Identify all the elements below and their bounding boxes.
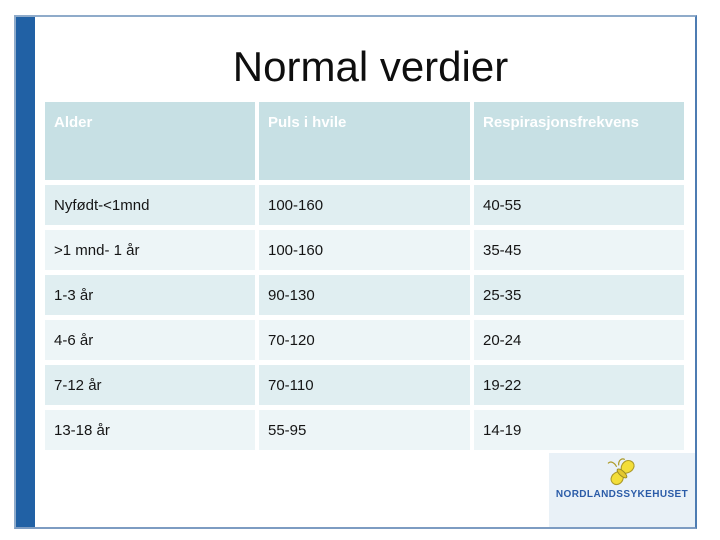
table-cell: 40-55 — [474, 185, 684, 225]
table-header-puls: Puls i hvile — [259, 102, 470, 180]
butterfly-icon — [607, 458, 635, 486]
table-cell: 19-22 — [474, 365, 684, 405]
table-cell: 13-18 år — [45, 410, 255, 450]
table-cell: 25-35 — [474, 275, 684, 315]
table-header-respirasjon: Respirasjonsfrekvens — [474, 102, 684, 180]
table-cell: 7-12 år — [45, 365, 255, 405]
table-cell: 70-120 — [259, 320, 470, 360]
table-cell: 20-24 — [474, 320, 684, 360]
table-cell: 100-160 — [259, 230, 470, 270]
table-cell: 14-19 — [474, 410, 684, 450]
values-table: Alder Puls i hvile Respirasjonsfrekvens … — [45, 102, 684, 450]
table-cell: 4-6 år — [45, 320, 255, 360]
table-cell: 55-95 — [259, 410, 470, 450]
left-accent-bar — [16, 17, 35, 527]
logo-text: NORDLANDSSYKEHUSET — [555, 489, 689, 500]
table-cell: >1 mnd- 1 år — [45, 230, 255, 270]
table-cell: Nyfødt-<1mnd — [45, 185, 255, 225]
table-cell: 35-45 — [474, 230, 684, 270]
slide-title: Normal verdier — [232, 43, 509, 90]
logo-box: NORDLANDSSYKEHUSET — [549, 453, 695, 527]
slide-canvas: Normal verdier Alder Puls i hvile Respir… — [14, 15, 697, 529]
table-cell: 1-3 år — [45, 275, 255, 315]
table-header-alder: Alder — [45, 102, 255, 180]
table-cell: 100-160 — [259, 185, 470, 225]
table-cell: 90-130 — [259, 275, 470, 315]
table-cell: 70-110 — [259, 365, 470, 405]
